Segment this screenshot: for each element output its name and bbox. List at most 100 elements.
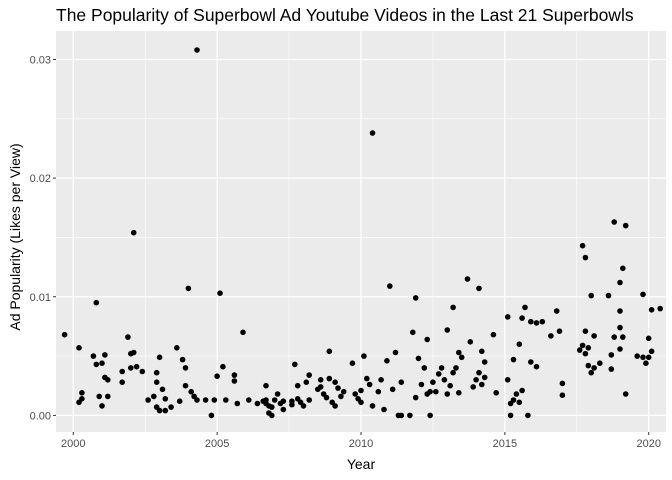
data-point [176, 398, 183, 405]
y-tick-label: 0.01 [30, 292, 51, 304]
data-point [294, 382, 301, 389]
data-point [93, 299, 100, 306]
data-point [156, 407, 163, 414]
data-point [559, 380, 566, 387]
data-point [588, 369, 594, 376]
data-point [303, 379, 310, 386]
data-point [579, 342, 586, 349]
data-point [433, 388, 439, 395]
data-point [450, 304, 456, 311]
data-point [90, 353, 97, 359]
data-point [96, 393, 102, 400]
data-point [274, 391, 281, 397]
data-point [559, 392, 566, 399]
x-tick-label: 2010 [349, 438, 373, 450]
data-point [412, 394, 419, 401]
data-point [217, 290, 223, 297]
data-point [151, 393, 157, 400]
data-point [539, 318, 546, 325]
data-point [588, 292, 594, 299]
data-point [519, 387, 525, 394]
data-point [504, 314, 511, 320]
data-point [645, 335, 652, 342]
x-tick-label: 2000 [61, 438, 85, 450]
data-point [479, 381, 485, 388]
data-point [481, 359, 488, 365]
data-point [548, 333, 554, 339]
data-point [153, 369, 160, 376]
data-point [453, 365, 459, 371]
data-point [450, 369, 456, 376]
data-point [438, 365, 445, 371]
data-point [510, 397, 517, 403]
data-point [473, 377, 479, 383]
data-point [648, 307, 655, 313]
data-point [467, 339, 474, 345]
data-point [516, 399, 523, 406]
data-point [323, 394, 330, 401]
data-point [185, 285, 192, 292]
data-point [582, 254, 589, 261]
data-point [519, 315, 525, 321]
data-point [643, 360, 649, 367]
data-point [617, 308, 623, 314]
data-point [105, 377, 111, 383]
data-point [119, 368, 125, 375]
data-point [579, 242, 586, 249]
y-axis-label: Ad Popularity (Likes per View) [7, 143, 23, 330]
data-point [280, 398, 287, 405]
data-point [640, 291, 646, 298]
data-point [430, 379, 436, 386]
x-axis-label: Year [347, 456, 376, 472]
data-point [617, 346, 623, 352]
data-point [317, 377, 324, 383]
data-point [194, 47, 200, 53]
y-axis: 0.00 0.01 0.02 0.03 [30, 54, 56, 422]
data-point [125, 334, 131, 340]
data-point [306, 397, 313, 403]
data-point [476, 285, 482, 292]
data-point [456, 349, 462, 356]
data-point [617, 279, 623, 286]
y-tick-label: 0.02 [30, 173, 51, 185]
data-point [119, 379, 125, 386]
data-point [585, 345, 592, 351]
data-point [381, 406, 387, 413]
data-point [510, 356, 517, 363]
data-point [493, 390, 500, 396]
data-point [102, 352, 108, 358]
data-point [240, 329, 246, 336]
data-point [582, 350, 589, 357]
data-point [444, 391, 451, 397]
data-point [507, 412, 514, 419]
data-point [231, 378, 238, 384]
data-point [620, 334, 626, 340]
data-point [358, 399, 364, 406]
data-point [246, 397, 252, 403]
data-point [130, 229, 137, 236]
data-point [528, 318, 534, 325]
data-point [427, 388, 433, 395]
x-tick-label: 2005 [205, 438, 229, 450]
data-point [553, 308, 560, 314]
data-point [326, 348, 333, 355]
data-point [591, 333, 597, 339]
data-point [576, 347, 583, 353]
data-point [133, 363, 140, 370]
data-point [254, 400, 261, 407]
data-point [280, 406, 287, 413]
y-tick-label: 0.03 [30, 54, 51, 66]
data-point [300, 403, 307, 409]
data-point [456, 390, 462, 396]
data-point [418, 381, 425, 388]
data-point [139, 368, 146, 375]
data-point [352, 391, 359, 397]
data-point [105, 393, 111, 400]
data-point [528, 359, 534, 365]
data-point [421, 365, 428, 371]
data-point [585, 362, 592, 369]
x-axis: 2000 2005 2010 2015 2020 [61, 432, 661, 450]
data-point [398, 412, 405, 419]
data-point [269, 412, 275, 419]
